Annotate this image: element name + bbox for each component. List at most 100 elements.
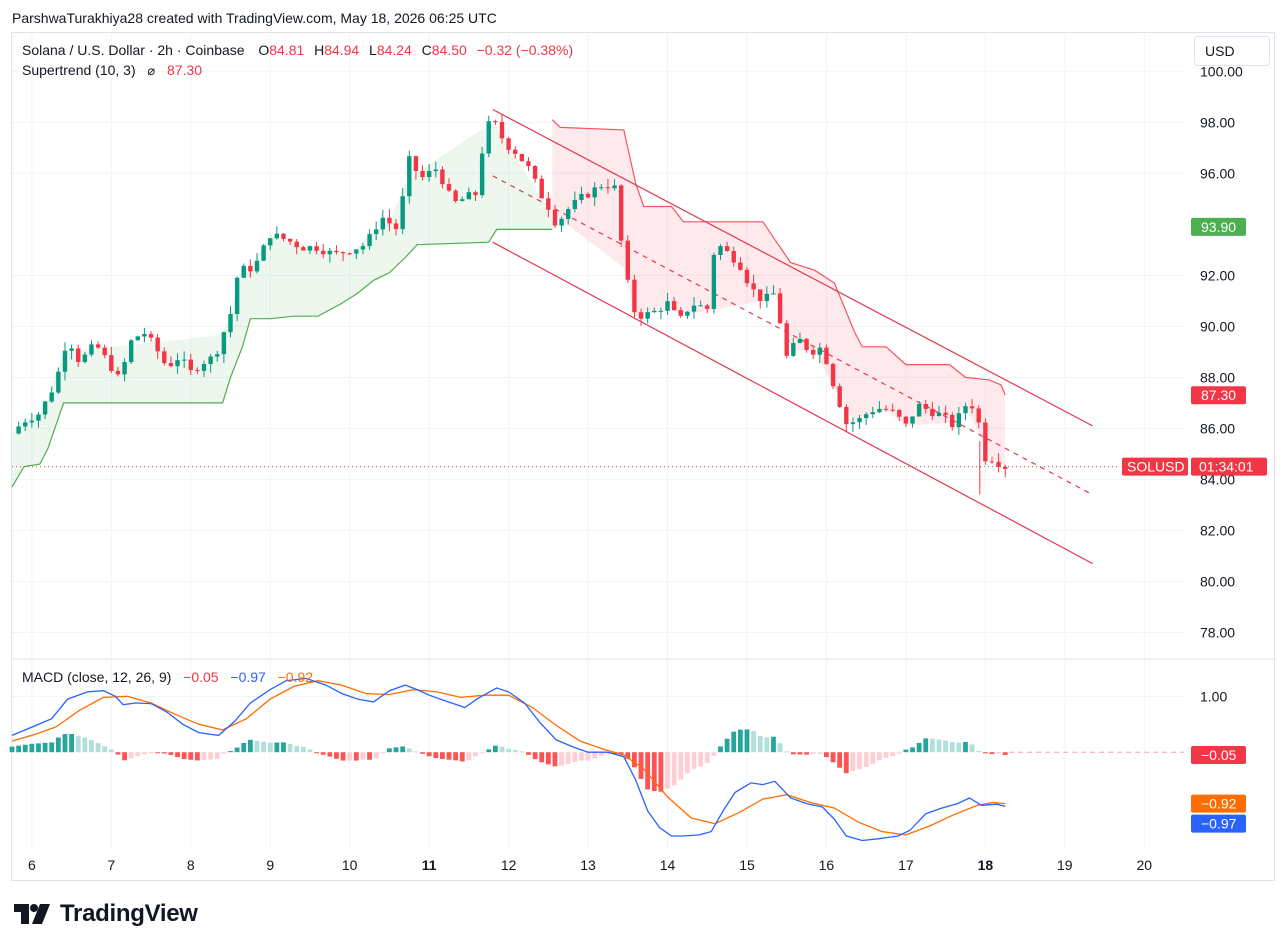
candle <box>76 344 81 367</box>
candle-body <box>367 234 372 247</box>
macd-line-value: −0.97 <box>230 669 266 685</box>
candle-body <box>599 187 604 189</box>
candle-body <box>327 250 333 255</box>
supertrend-value: 87.30 <box>167 62 203 78</box>
eye-slash-icon[interactable]: ⌀ <box>147 63 156 78</box>
candle <box>241 263 246 278</box>
candle-body <box>870 412 875 415</box>
candle-body <box>453 190 458 202</box>
x-tick-label: 16 <box>819 857 835 873</box>
macd-label[interactable]: MACD (close, 12, 26, 9) <box>22 669 172 685</box>
candle-body <box>493 121 498 123</box>
candle-body <box>579 193 584 200</box>
candle <box>321 244 326 259</box>
histogram-bar <box>360 752 366 760</box>
supertrend-down-line <box>551 119 1006 396</box>
candle-body <box>393 223 399 230</box>
histogram-bar <box>565 752 571 764</box>
candle <box>850 417 856 433</box>
histogram-bar <box>850 752 856 772</box>
histogram-bar <box>380 752 386 754</box>
histogram-bar <box>804 752 809 755</box>
candle <box>89 340 94 357</box>
candle <box>254 252 260 274</box>
candle-body <box>49 392 54 402</box>
supertrend-label[interactable]: Supertrend (10, 3) <box>22 62 136 78</box>
candle <box>128 339 134 365</box>
candle <box>407 150 412 204</box>
histogram-bar <box>195 752 200 761</box>
tradingview-logo[interactable]: TradingView <box>14 900 198 928</box>
candle <box>903 416 909 428</box>
candle-body <box>195 370 200 372</box>
candle <box>797 332 803 344</box>
symbol-title[interactable]: Solana / U.S. Dollar · 2h · Coinbase <box>22 42 245 58</box>
candle-body <box>294 241 299 248</box>
histogram-bar <box>890 752 896 756</box>
candle-body <box>347 253 352 255</box>
macd-histogram <box>9 729 1008 792</box>
candle <box>268 238 273 251</box>
candle-body <box>566 209 571 219</box>
price-tag-label: 87.30 <box>1201 387 1236 403</box>
histogram-bar <box>102 746 108 753</box>
candle <box>400 188 405 234</box>
candle-body <box>23 422 28 427</box>
candle <box>969 399 975 414</box>
candle <box>658 307 664 320</box>
candle-body <box>307 246 313 251</box>
candle-body <box>532 166 538 179</box>
candle-body <box>215 354 220 357</box>
candle <box>102 344 107 359</box>
histogram-bar <box>181 752 187 760</box>
low-value: 84.24 <box>376 42 412 58</box>
candle-body <box>691 305 697 312</box>
y-tick-label: 90.00 <box>1200 318 1235 334</box>
candle-body <box>188 359 193 371</box>
candle <box>678 307 683 319</box>
candle <box>791 337 796 358</box>
macd-price-tag <box>1191 746 1246 764</box>
candle <box>857 414 862 429</box>
channel-lower-line <box>492 241 1093 565</box>
histogram-bar <box>618 752 624 754</box>
candle <box>493 119 498 125</box>
histogram-bar <box>16 745 22 753</box>
candle <box>738 256 743 271</box>
candle <box>281 233 286 242</box>
price-tag <box>1191 386 1246 405</box>
histogram-bar <box>433 752 439 759</box>
candle <box>777 287 783 324</box>
candle-body <box>248 265 253 272</box>
candle-body <box>407 156 412 197</box>
histogram-bar <box>704 752 710 764</box>
histogram-bar <box>453 752 459 761</box>
histogram-bar <box>645 752 651 790</box>
candle <box>566 207 571 225</box>
y-tick-label: 92.00 <box>1200 267 1235 283</box>
histogram-bar <box>698 752 704 767</box>
histogram-bar <box>274 742 280 753</box>
candle <box>572 191 578 213</box>
candle-body <box>784 323 789 356</box>
candle-body <box>380 217 386 230</box>
histogram-bar <box>29 743 35 753</box>
candle <box>744 267 750 288</box>
candle <box>724 241 730 252</box>
candle-body <box>897 410 902 417</box>
candle-body <box>658 310 664 312</box>
candle <box>618 184 624 247</box>
candle <box>393 218 399 236</box>
candle-body <box>665 301 670 311</box>
histogram-bar <box>214 752 220 759</box>
histogram-bar <box>744 729 750 753</box>
candle-body <box>758 289 763 301</box>
currency-button[interactable]: USD <box>1194 36 1270 66</box>
histogram-bar <box>314 752 319 754</box>
candle-body <box>321 250 326 255</box>
candle-body <box>797 338 803 344</box>
candle-body <box>698 305 703 307</box>
histogram-bar <box>439 752 445 759</box>
candle-body <box>705 305 710 309</box>
